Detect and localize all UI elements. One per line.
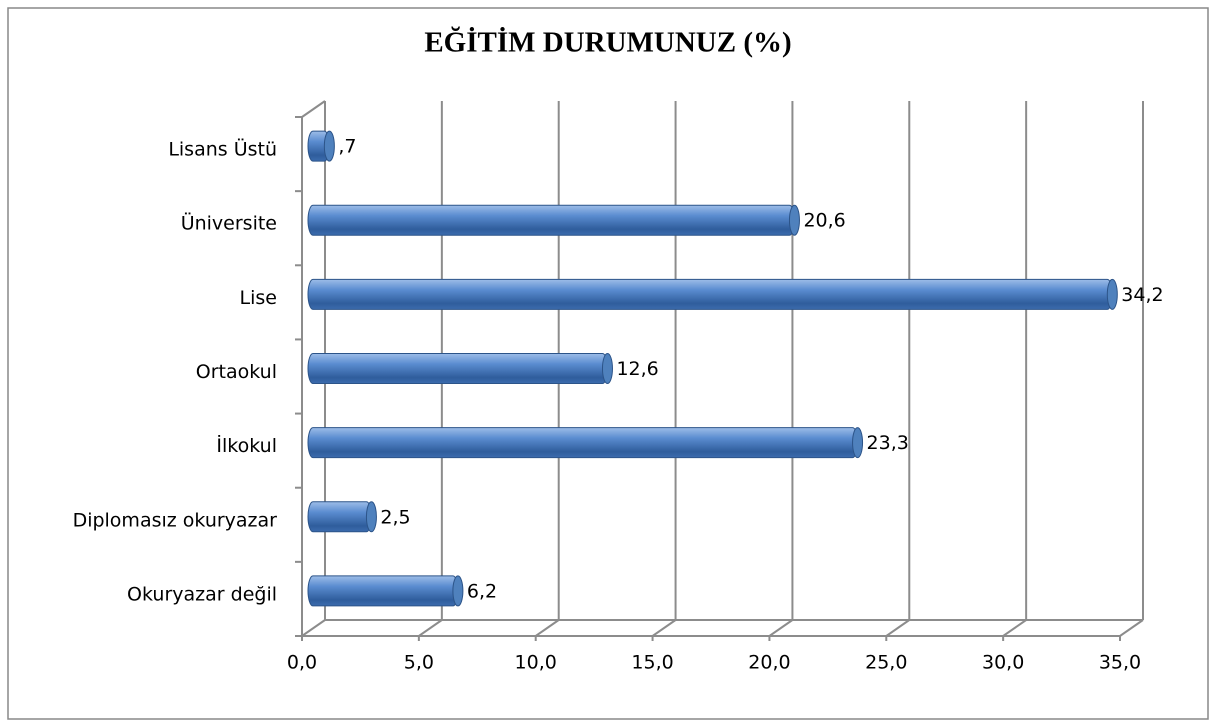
- bar-cap: [852, 427, 864, 459]
- y-tick-label: Ortaokul: [196, 361, 277, 383]
- grid-line-floor: [1119, 619, 1144, 637]
- grid-line-floor: [1002, 619, 1027, 637]
- x-tick-label: 20,0: [748, 652, 790, 674]
- bar-body: [307, 353, 608, 384]
- left-wall-edge: [301, 100, 326, 118]
- data-label: 2,5: [380, 506, 410, 528]
- y-tick-label: Lisans Üstü: [168, 138, 277, 161]
- x-tick-label: 35,0: [1099, 652, 1141, 674]
- bar-body: [307, 575, 459, 607]
- bar-body: [307, 501, 372, 533]
- x-tick-label: 10,0: [515, 652, 557, 674]
- x-tick-label: 0,0: [287, 652, 317, 674]
- y-tick-label: Okuryazar değil: [127, 583, 277, 605]
- x-tick-label: 25,0: [865, 652, 907, 674]
- bar: [307, 130, 335, 162]
- bar-cap: [323, 130, 335, 162]
- data-label: 34,2: [1121, 284, 1163, 306]
- grid-line-floor: [301, 619, 326, 637]
- data-label: ,7: [338, 136, 356, 158]
- bar: [307, 353, 613, 384]
- grid-line-floor: [418, 619, 443, 637]
- x-tick-label: 15,0: [631, 652, 673, 674]
- bar: [307, 204, 800, 236]
- bar-cap: [788, 204, 800, 236]
- bar: [307, 278, 1118, 310]
- bar-cap: [452, 575, 464, 607]
- bar-cap: [365, 501, 377, 533]
- grid-line-floor: [768, 619, 793, 637]
- bar-cap: [1106, 278, 1118, 310]
- bar-body: [307, 427, 859, 459]
- bar-body: [307, 278, 1113, 310]
- bar: [307, 501, 377, 533]
- y-tick-label: Üniversite: [181, 212, 277, 235]
- bar-body: [307, 204, 795, 236]
- grid-line-floor: [652, 619, 677, 637]
- x-tick-label: 30,0: [982, 652, 1024, 674]
- data-label: 23,3: [867, 432, 909, 454]
- y-tick-label: İlkokul: [216, 434, 277, 457]
- data-label: 20,6: [803, 210, 845, 232]
- y-tick-label: Lise: [240, 287, 277, 309]
- data-label: 12,6: [616, 358, 658, 380]
- chart-title: EĞİTİM DURUMUNUZ (%): [424, 26, 791, 59]
- grid-line-floor: [885, 619, 910, 637]
- y-tick-label: Diplomasız okuryazar: [73, 509, 278, 531]
- bar: [307, 575, 464, 607]
- data-label: 6,2: [467, 580, 497, 602]
- bar: [307, 427, 864, 459]
- grid-line-floor: [535, 619, 560, 637]
- bar-cap: [601, 353, 613, 384]
- x-tick-label: 5,0: [404, 652, 434, 674]
